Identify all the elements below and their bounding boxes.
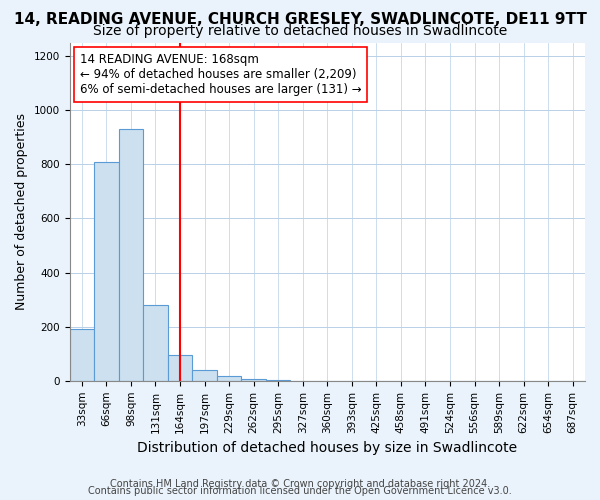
Y-axis label: Number of detached properties: Number of detached properties <box>15 113 28 310</box>
Bar <box>119 129 143 381</box>
X-axis label: Distribution of detached houses by size in Swadlincote: Distribution of detached houses by size … <box>137 441 517 455</box>
Text: Contains public sector information licensed under the Open Government Licence v3: Contains public sector information licen… <box>88 486 512 496</box>
Text: Contains HM Land Registry data © Crown copyright and database right 2024.: Contains HM Land Registry data © Crown c… <box>110 479 490 489</box>
Bar <box>241 378 266 381</box>
Bar <box>266 380 290 381</box>
Bar <box>168 355 192 381</box>
Text: Size of property relative to detached houses in Swadlincote: Size of property relative to detached ho… <box>93 24 507 38</box>
Bar <box>94 162 119 381</box>
Text: 14, READING AVENUE, CHURCH GRESLEY, SWADLINCOTE, DE11 9TT: 14, READING AVENUE, CHURCH GRESLEY, SWAD… <box>14 12 586 28</box>
Bar <box>143 305 168 381</box>
Text: 14 READING AVENUE: 168sqm
← 94% of detached houses are smaller (2,209)
6% of sem: 14 READING AVENUE: 168sqm ← 94% of detac… <box>80 52 361 96</box>
Bar <box>192 370 217 381</box>
Bar <box>217 376 241 381</box>
Bar <box>70 330 94 381</box>
